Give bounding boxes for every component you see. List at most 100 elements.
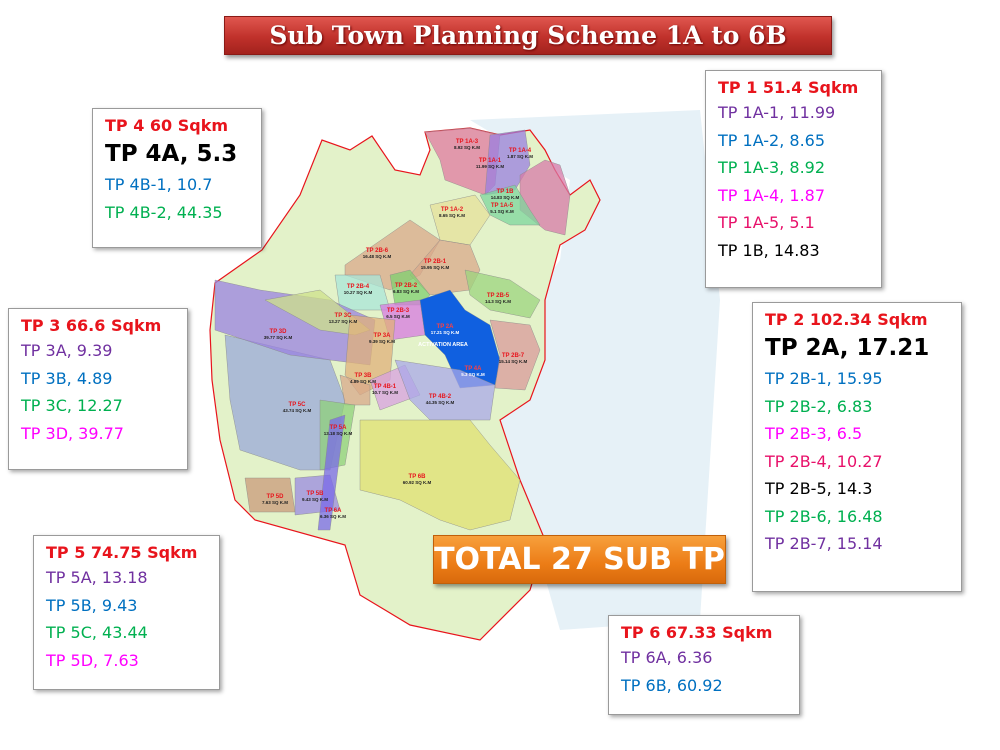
- zone-5c: [224, 334, 346, 471]
- zone-area-label: 6.5 SQ K.M: [386, 314, 410, 319]
- panel-item: TP 2B-7, 15.14: [765, 534, 883, 553]
- zone-area-label: 9.39 SQ K.M: [369, 339, 395, 344]
- panel-item: TP 5B, 9.43: [46, 595, 138, 615]
- zone-area-label: 39.77 SQ K.M: [264, 335, 293, 340]
- panel-item: TP 2B-1, 15.95: [765, 369, 883, 388]
- zone-name-label: TP 5D: [267, 494, 285, 500]
- zone-area-label: 8.92 SQ K.M: [454, 145, 480, 150]
- zone-name-label: TP 1A-2: [441, 207, 464, 213]
- panel-item: TP 6B, 60.92: [621, 675, 723, 695]
- panel-header: TP 5 74.75 Sqkm: [46, 543, 198, 562]
- zone-name-label: TP 2B-3: [387, 308, 410, 314]
- zone-name-label: TP 1A-5: [491, 203, 514, 209]
- zone-2b-7: [489, 319, 541, 391]
- zone-name-label: TP 2B-5: [487, 293, 510, 299]
- panel-header: TP 1 51.4 Sqkm: [718, 78, 859, 97]
- zone-name-label: TP 3C: [335, 313, 353, 319]
- zone-name-label: TP 4A: [465, 366, 483, 372]
- panel-item: TP 2B-2, 6.83: [765, 396, 873, 416]
- panel-item: TP 2B-5, 14.3: [765, 479, 873, 498]
- zone-labels: TP 1A-38.92 SQ K.M TP 1A-111.99 SQ K.M TP …: [262, 139, 533, 519]
- zone-name-label: TP 1A-3: [456, 139, 479, 145]
- zone-name-label: TP 5B: [307, 491, 325, 497]
- zone-name-label: TP 4B-2: [429, 394, 452, 400]
- panel-item: TP 1A-3, 8.92: [718, 158, 826, 177]
- zone-name-label: TP 2B-6: [366, 248, 389, 254]
- zone-name-label: TP 2B-4: [347, 284, 370, 290]
- panel-tp5: TP 5 74.75 Sqkm TP 5A, 13.18 TP 5B, 9.43 TP…: [33, 535, 220, 690]
- zone-area-label: 14.3 SQ K.M: [485, 299, 511, 304]
- zone-name-label: TP 1A-1: [479, 158, 502, 164]
- zone-name-label: TP 6B: [409, 474, 427, 480]
- zone-area-label: 10.27 SQ K.M: [344, 290, 373, 295]
- panel-item: TP 1A-1, 11.99: [718, 103, 836, 122]
- panel-item: TP 2B-4, 10.27: [765, 451, 883, 471]
- zone-area-label: 14.83 SQ K.M: [491, 195, 520, 200]
- zone-area-label: 7.63 SQ K.M: [262, 500, 288, 505]
- zone-area-label: 17.21 SQ K.M: [431, 330, 460, 335]
- panel-tp4: TP 4 60 Sqkm TP 4A, 5.3 TP 4B-1, 10.7 TP 4B…: [92, 108, 262, 248]
- zone-area-label: 15.95 SQ K.M: [421, 265, 450, 270]
- panel-item: TP 1A-2, 8.65: [718, 130, 826, 150]
- page-title: Sub Town Planning Scheme 1A to 6B: [224, 16, 832, 55]
- zone-area-label: 4.89 SQ K.M: [350, 379, 376, 384]
- zone-name-label: TP 2B-2: [395, 283, 418, 289]
- panel-item: TP 5D, 7.63: [46, 650, 139, 670]
- panel-item: TP 3D, 39.77: [21, 423, 124, 443]
- panel-item: TP 6A, 6.36: [621, 648, 713, 667]
- zone-name-label: TP 6A: [325, 508, 343, 514]
- zone-area-label: 11.99 SQ K.M: [476, 164, 505, 169]
- panel-item: TP 3C, 12.27: [21, 396, 123, 415]
- total-sub-tp-banner: TOTAL 27 SUB TP: [433, 535, 726, 584]
- activation-area-label: ACTIVATION AREA: [418, 342, 468, 348]
- zone-area-label: 9.43 SQ K.M: [302, 497, 328, 502]
- zone-2b-5: [464, 269, 541, 319]
- panel-item: TP 2B-6, 16.48: [765, 506, 883, 526]
- panel-tp2: TP 2 102.34 Sqkm TP 2A, 17.21 TP 2B-1, 15.…: [752, 302, 962, 592]
- zone-6a: [317, 414, 346, 531]
- zone-1a-2: [429, 194, 491, 246]
- panel-item: TP 3A, 9.39: [21, 341, 113, 360]
- panel-item: TP 1A-5, 5.1: [718, 213, 815, 232]
- planning-zones: [214, 127, 571, 531]
- panel-tp6: TP 6 67.33 Sqkm TP 6A, 6.36 TP 6B, 60.92: [608, 615, 800, 715]
- panel-item: TP 2A, 17.21: [765, 335, 930, 361]
- zone-area-label: 15.14 SQ K.M: [499, 359, 528, 364]
- zone-name-label: TP 3D: [270, 329, 288, 335]
- zone-3b: [339, 374, 371, 406]
- zone-name-label: TP 3A: [374, 333, 392, 339]
- panel-item: TP 5A, 13.18: [46, 568, 148, 587]
- zone-area-label: 13.18 SQ K.M: [324, 431, 353, 436]
- panel-tp1: TP 1 51.4 Sqkm TP 1A-1, 11.99 TP 1A-2, 8.6…: [705, 70, 882, 288]
- panel-item: TP 4B-2, 44.35: [105, 202, 223, 222]
- zone-area-label: 5.1 SQ K.M: [490, 209, 514, 214]
- zone-area-label: 43.74 SQ K.M: [283, 408, 312, 413]
- zone-4b-2: [394, 359, 496, 421]
- panel-header: TP 6 67.33 Sqkm: [621, 623, 773, 642]
- zone-name-label: TP 5A: [330, 425, 348, 431]
- zone-area-label: 44.35 SQ K.M: [426, 400, 455, 405]
- panel-item: TP 2B-3, 6.5: [765, 424, 863, 443]
- zone-area-label: 6.36 SQ K.M: [320, 514, 346, 519]
- zone-area-label: 5.3 SQ K.M: [461, 372, 485, 377]
- zone-name-label: TP 1B: [497, 189, 515, 195]
- zone-name-label: TP 1A-4: [509, 148, 532, 154]
- zone-name-label: TP 5C: [289, 402, 307, 408]
- zone-name-label: TP 2B-7: [502, 353, 525, 359]
- panel-header: TP 3 66.6 Sqkm: [21, 316, 162, 335]
- panel-tp3: TP 3 66.6 Sqkm TP 3A, 9.39 TP 3B, 4.89 TP 3…: [8, 308, 188, 470]
- panel-item: TP 3B, 4.89: [21, 368, 113, 388]
- water-area: [470, 110, 720, 630]
- zone-name-label: TP 3B: [355, 373, 373, 379]
- panel-header: TP 2 102.34 Sqkm: [765, 310, 928, 329]
- zone-area-label: 6.83 SQ K.M: [393, 289, 419, 294]
- zone-area-label: 10.7 SQ K.M: [372, 390, 398, 395]
- zone-area-label: 60.92 SQ K.M: [403, 480, 432, 485]
- panel-item: TP 4A, 5.3: [105, 141, 238, 167]
- panel-item: TP 1A-4, 1.87: [718, 185, 826, 205]
- zone-area-label: 16.48 SQ K.M: [363, 254, 392, 259]
- panel-header: TP 4 60 Sqkm: [105, 116, 229, 135]
- panel-item: TP 1B, 14.83: [718, 240, 820, 260]
- zone-area-label: 8.65 SQ K.M: [439, 213, 465, 218]
- zone-area-label: 1.87 SQ K.M: [507, 154, 533, 159]
